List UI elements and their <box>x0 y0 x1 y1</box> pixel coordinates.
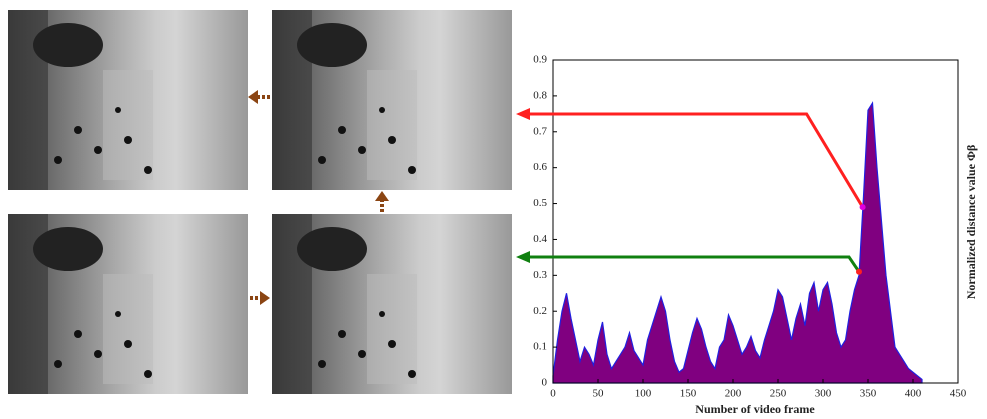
highlight-dot <box>856 268 862 275</box>
pointer-line <box>528 112 864 208</box>
y-tick-label: 0.3 <box>533 269 547 281</box>
y-tick-label: 0.5 <box>533 197 547 209</box>
y-axis-label: Normalized distance value Φβ <box>964 145 978 300</box>
x-tick-label: 450 <box>950 388 967 400</box>
y-tick-label: 0 <box>542 377 548 389</box>
y-tick-label: 0.1 <box>533 341 547 353</box>
pointer-head <box>516 251 530 263</box>
area <box>552 101 923 384</box>
y-tick-label: 0.9 <box>533 54 547 66</box>
y-tick-label: 0.8 <box>533 89 547 101</box>
x-tick-label: 400 <box>905 388 922 400</box>
x-tick-label: 200 <box>725 388 742 400</box>
y-tick-label: 0.7 <box>533 125 547 137</box>
x-tick-label: 300 <box>815 388 832 400</box>
plot-frame <box>552 59 959 384</box>
video-frame <box>272 10 512 190</box>
y-tick-label: 0.4 <box>533 233 547 245</box>
pointer-line <box>528 255 861 273</box>
video-frame <box>272 214 512 394</box>
x-tick-label: 50 <box>593 388 605 400</box>
x-axis-label: Number of video frame <box>695 402 815 416</box>
y-tick-label: 0.2 <box>533 305 547 317</box>
x-tick-label: 350 <box>860 388 877 400</box>
video-frame <box>8 214 248 394</box>
video-frame <box>8 10 248 190</box>
highlight-dot <box>859 204 866 211</box>
x-tick-label: 250 <box>770 388 787 400</box>
sequence-arrows <box>248 90 389 305</box>
x-tick-label: 150 <box>680 388 697 400</box>
x-tick-label: 100 <box>635 388 652 400</box>
y-tick-label: 0.6 <box>533 161 547 173</box>
x-tick-label: 0 <box>550 388 556 400</box>
pointer-head <box>516 108 530 120</box>
